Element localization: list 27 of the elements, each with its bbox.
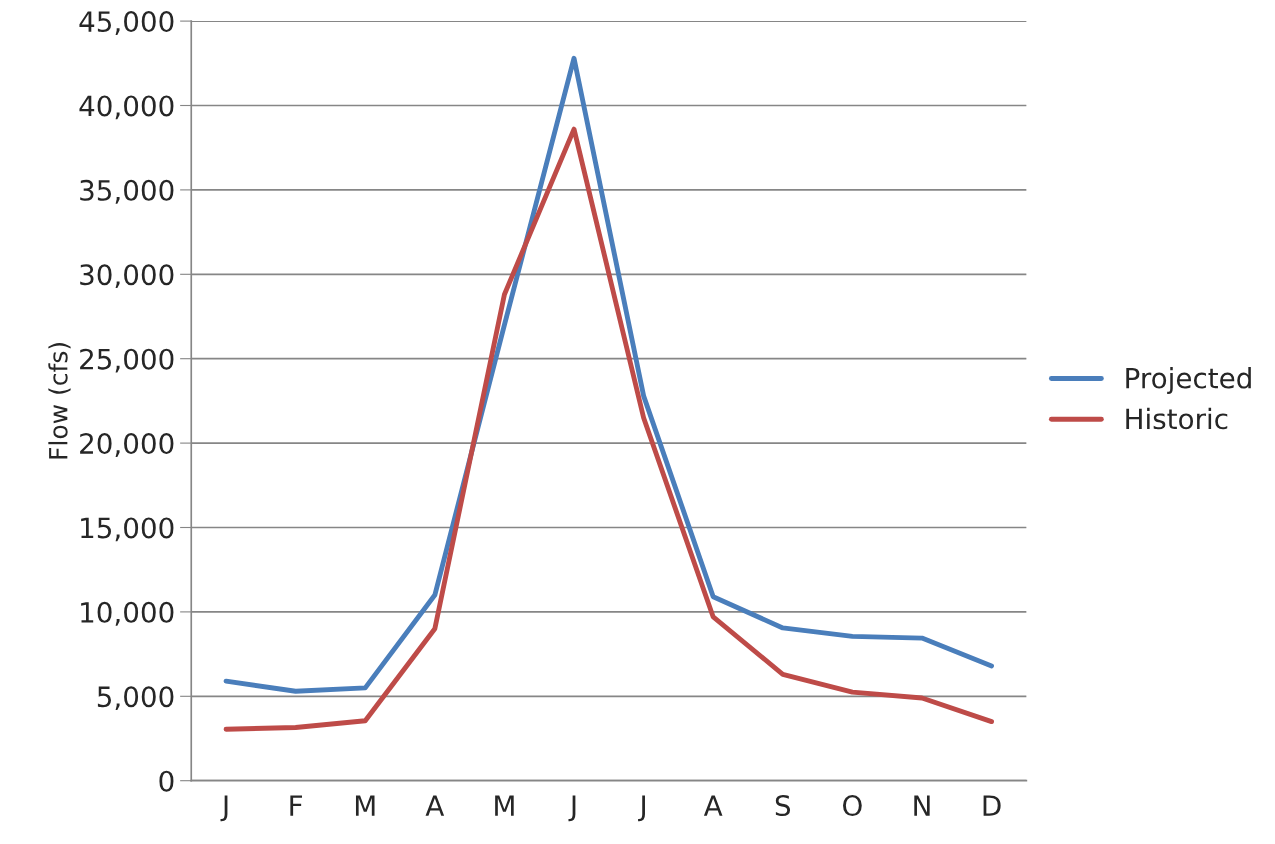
x-tick-label: N: [914, 795, 930, 816]
x-tick-label: M: [495, 795, 514, 816]
x-tick-label: J: [220, 795, 228, 822]
y-tick-label: 10,000: [81, 601, 174, 626]
y-tick-label: 35,000: [80, 179, 174, 204]
legend-label: Projected: [1126, 367, 1251, 394]
y-tick-label: 5,000: [97, 686, 174, 711]
y-tick-label: 45,000: [79, 11, 174, 35]
x-tick-label: F: [290, 795, 303, 816]
y-tick-label: 40,000: [79, 95, 174, 120]
y-tick-label: 30,000: [80, 264, 174, 289]
legend-label: Historic: [1126, 407, 1228, 430]
x-tick-label: M: [355, 795, 375, 816]
x-tick-label: J: [638, 795, 645, 822]
y-tick-label: 20,000: [80, 433, 174, 457]
x-tick-label: J: [568, 795, 576, 822]
y-tick-label: 15,000: [81, 517, 174, 542]
x-tick-label: D: [983, 795, 1001, 816]
x-tick-label: A: [703, 795, 723, 816]
x-tick-label: S: [775, 795, 791, 817]
x-tick-label: A: [425, 795, 445, 816]
line-series: [223, 126, 995, 732]
line-series: [223, 55, 995, 694]
y-axis-title: Flow (cfs): [48, 343, 71, 459]
x-tick-label: O: [843, 795, 862, 817]
y-tick-label: 0: [159, 770, 174, 792]
y-tick-label: 25,000: [80, 348, 174, 373]
